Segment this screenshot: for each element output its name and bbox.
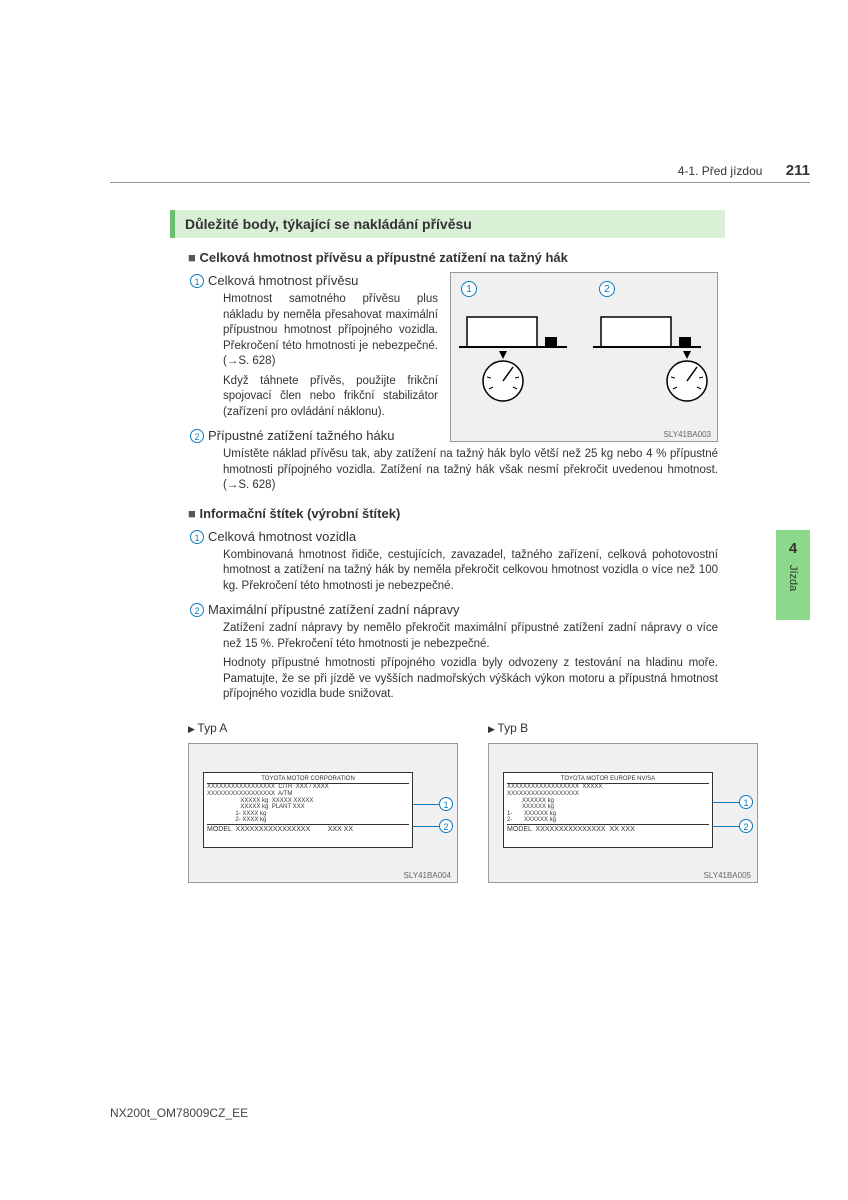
plate-marker-2: 2 <box>739 819 753 833</box>
body-text: Kombinovaná hmotnost řidiče, cestujících… <box>223 548 718 595</box>
type-a-column: Typ A TOYOTA MOTOR CORPORATION XXXXXXXXX… <box>188 721 458 883</box>
section-title: Důležité body, týkající se nakládání pří… <box>170 210 725 238</box>
type-a-label: Typ A <box>188 721 458 735</box>
item-rear-axle-load: 2 Maximální přípustné zatížení zadní náp… <box>208 602 750 617</box>
page-number: 211 <box>786 162 810 179</box>
body-text: Když táhnete přívěs, použijte frikční sp… <box>223 374 438 421</box>
body-text: Hodnoty přípustné hmotnosti přípojného v… <box>223 656 718 703</box>
body-text: Hmotnost samotného přívěsu plus nákladu … <box>223 292 438 370</box>
subheading-label: Informační štítek (výrobní štítek) <box>188 506 750 521</box>
item-gross-weight: 1 Celková hmotnost přívěsu <box>208 273 750 288</box>
lead-line <box>713 826 739 827</box>
trailer-gauge-2-icon <box>591 307 711 417</box>
header-rule <box>110 182 810 183</box>
chapter-tab: 4 Jízda <box>776 530 810 620</box>
document-code: NX200t_OM78009CZ_EE <box>110 1106 248 1120</box>
lead-line <box>713 802 739 803</box>
body-text: Umístěte náklad přívěsu tak, aby zatížen… <box>223 447 718 494</box>
label-plate-b: TOYOTA MOTOR EUROPE NV/SA XXXXXXXXXXXXXX… <box>488 743 758 883</box>
page-content: 4-1. Před jízdou 211 Důležité body, týka… <box>110 190 750 883</box>
type-b-label: Typ B <box>488 721 758 735</box>
item-title: Maximální přípustné zatížení zadní nápra… <box>208 602 459 617</box>
label-plate-a: TOYOTA MOTOR CORPORATION XXXXXXXXXXXXXXX… <box>188 743 458 883</box>
page-header: 4-1. Před jízdou 211 <box>510 162 810 179</box>
plate-code: SLY41BA004 <box>404 871 451 880</box>
type-b-column: Typ B TOYOTA MOTOR EUROPE NV/SA XXXXXXXX… <box>488 721 758 883</box>
lead-line <box>413 826 439 827</box>
item-title: Přípustné zatížení tažného háku <box>208 428 394 443</box>
marker-1: 1 <box>190 274 204 288</box>
trailer-weight-diagram: 1 2 SLY41BA003 <box>450 272 718 442</box>
marker-2: 2 <box>190 603 204 617</box>
lead-line <box>413 804 439 805</box>
plate-marker-1: 1 <box>739 795 753 809</box>
subheading-weights: Celková hmotnost přívěsu a přípustné zat… <box>188 250 750 265</box>
plate-text: TOYOTA MOTOR CORPORATION XXXXXXXXXXXXXXX… <box>203 772 413 848</box>
chapter-number: 4 <box>789 540 797 557</box>
item-title: Celková hmotnost vozidla <box>208 529 356 544</box>
item-title: Celková hmotnost přívěsu <box>208 273 358 288</box>
trailer-gauge-1-icon <box>457 307 577 417</box>
marker-2: 2 <box>190 429 204 443</box>
section-path: 4-1. Před jízdou <box>678 164 763 178</box>
plate-text: TOYOTA MOTOR EUROPE NV/SA XXXXXXXXXXXXXX… <box>503 772 713 848</box>
plate-code: SLY41BA005 <box>704 871 751 880</box>
plate-marker-1: 1 <box>439 797 453 811</box>
item-tongue-load: 2 Přípustné zatížení tažného háku <box>208 428 750 443</box>
body-text: Zatížení zadní nápravy by nemělo překroč… <box>223 621 718 652</box>
marker-1: 1 <box>190 530 204 544</box>
item-gross-vehicle-weight: 1 Celková hmotnost vozidla <box>208 529 750 544</box>
plate-marker-2: 2 <box>439 819 453 833</box>
chapter-label: Jízda <box>787 565 799 591</box>
label-plate-row: Typ A TOYOTA MOTOR CORPORATION XXXXXXXXX… <box>188 721 750 883</box>
